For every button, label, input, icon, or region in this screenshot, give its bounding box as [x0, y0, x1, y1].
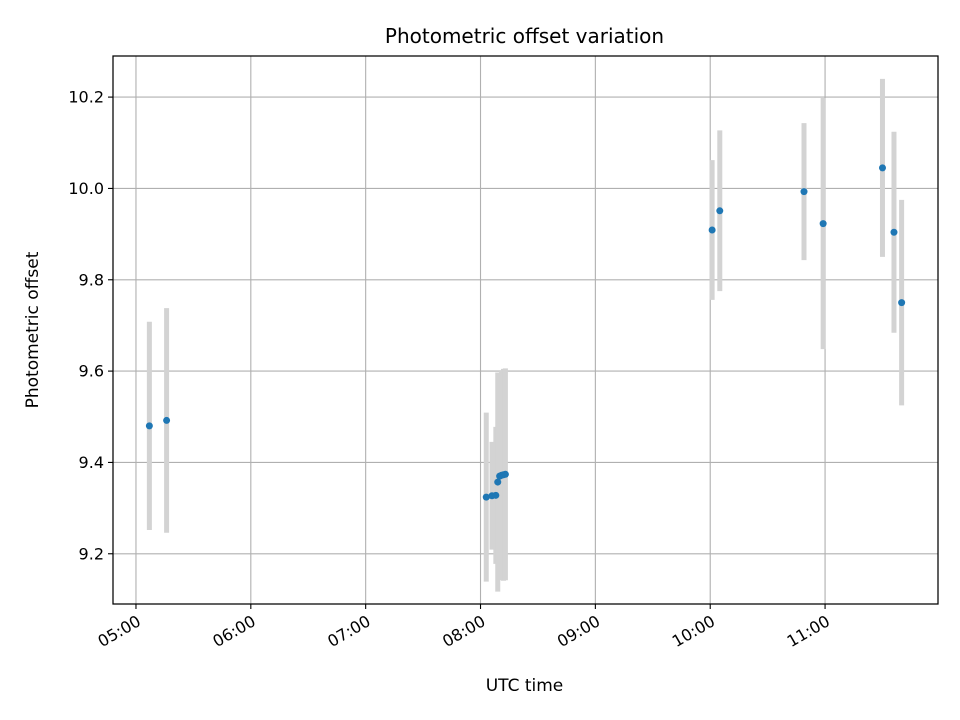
data-point [482, 493, 490, 501]
y-axis-title: Photometric offset [23, 251, 43, 408]
chart-title: Photometric offset variation [385, 24, 664, 48]
data-points [145, 164, 906, 501]
data-point [492, 491, 500, 499]
data-point [800, 188, 808, 196]
grid [113, 56, 938, 604]
data-point [878, 164, 886, 172]
y-tick-label: 9.6 [79, 362, 104, 381]
y-tick-label: 10.2 [68, 88, 104, 107]
data-point [494, 478, 502, 486]
data-point [898, 299, 906, 307]
data-point [145, 422, 153, 430]
x-axis-title: UTC time [486, 676, 564, 696]
data-point [501, 470, 509, 478]
data-point [890, 228, 898, 236]
y-tick-label: 9.8 [79, 270, 104, 289]
data-point [716, 207, 724, 215]
data-point [708, 226, 716, 234]
data-point [819, 220, 827, 228]
y-tick-label: 9.2 [79, 544, 104, 563]
y-tick-label: 10.0 [68, 179, 104, 198]
data-point [163, 416, 171, 424]
y-tick-label: 9.4 [79, 453, 104, 472]
plot-frame [112, 55, 939, 605]
y-axis-ticks: 9.2 9.4 9.6 9.8 10.0 10.2 [68, 88, 113, 563]
